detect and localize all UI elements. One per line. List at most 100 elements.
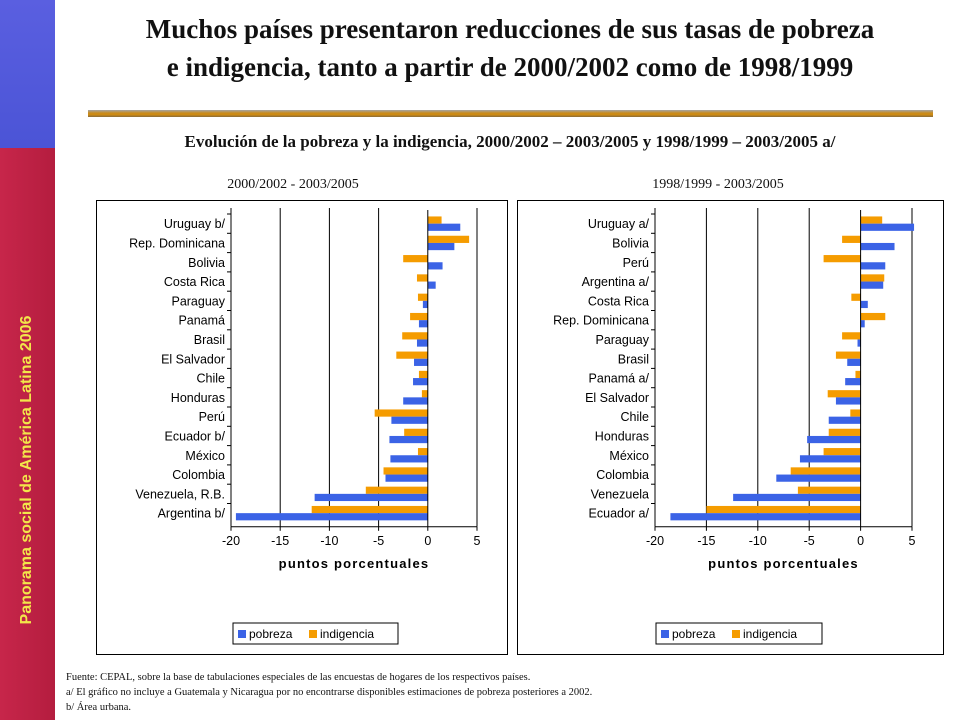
right-bar-indigencia <box>860 216 883 224</box>
right-bar-pobreza <box>835 397 861 405</box>
left-bar-pobreza <box>427 242 455 251</box>
right-category-label: Uruguay a/ <box>588 217 650 231</box>
right-bar-pobreza <box>860 281 884 289</box>
right-xtick-label: -5 <box>804 534 815 548</box>
left-category-label: Uruguay b/ <box>164 217 226 231</box>
right-bar-indigencia <box>850 409 861 417</box>
left-bar-pobreza <box>389 435 428 444</box>
right-category-label: Rep. Dominicana <box>553 314 649 328</box>
left-x-axis-title: puntos porcentuales <box>279 556 430 571</box>
left-bar-pobreza <box>418 320 428 328</box>
left-bar-indigencia <box>404 428 428 436</box>
right-legend-swatch-indigencia <box>732 630 740 638</box>
left-bar-indigencia <box>396 351 428 359</box>
left-bar-indigencia <box>402 332 428 340</box>
right-xtick-label: 5 <box>909 534 916 548</box>
right-bar-indigencia <box>790 467 861 475</box>
right-bar-indigencia <box>860 274 885 282</box>
right-bar-indigencia <box>855 370 861 379</box>
left-category-label: Panamá <box>178 314 225 328</box>
left-category-label: Honduras <box>171 391 225 405</box>
right-bar-pobreza <box>845 378 861 386</box>
left-category-label: Venezuela, R.B. <box>135 487 225 501</box>
right-category-label: Panamá a/ <box>589 372 650 386</box>
slide-title-line-2: e indigencia, tanto a partir de 2000/200… <box>166 52 854 82</box>
left-legend-swatch-indigencia <box>309 630 317 638</box>
right-category-label: Argentina a/ <box>582 275 650 289</box>
right-bar-pobreza <box>670 513 861 521</box>
left-category-label: Perú <box>199 410 225 424</box>
left-category-label: Costa Rica <box>164 275 225 289</box>
right-category-label: Colombia <box>596 468 649 482</box>
left-bar-indigencia <box>416 274 428 282</box>
left-category-label: México <box>185 449 225 463</box>
right-bar-pobreza <box>857 339 861 347</box>
slide-title: Muchos países presentaron reducciones de… <box>60 10 960 86</box>
left-bar-indigencia <box>311 505 428 514</box>
right-category-label: Brasil <box>618 352 649 366</box>
right-legend-label-pobreza: pobreza <box>672 627 716 641</box>
left-category-label: Brasil <box>194 333 225 347</box>
right-bar-pobreza <box>860 242 895 251</box>
title-underline <box>88 110 933 117</box>
left-xtick-label: -15 <box>271 534 289 548</box>
left-category-label: Colombia <box>172 468 225 482</box>
right-bar-pobreza <box>776 474 861 482</box>
left-xtick-label: -10 <box>320 534 338 548</box>
left-bar-pobreza <box>391 416 428 424</box>
chart-right: Uruguay a/Bolivia Perú Argentina a/Costa R… <box>517 200 944 655</box>
slide-title-line-1: Muchos países presentaron reducciones de… <box>145 14 875 44</box>
left-category-label: Argentina b/ <box>158 507 226 521</box>
left-bar-indigencia <box>365 486 428 494</box>
left-category-label: Paraguay <box>171 294 225 308</box>
right-bar-pobreza <box>807 435 861 444</box>
right-xtick-label: -20 <box>646 534 664 548</box>
left-bar-indigencia <box>410 312 428 321</box>
left-bar-indigencia <box>403 255 428 263</box>
right-x-axis-title: puntos porcentuales <box>708 556 859 571</box>
left-bar-pobreza <box>314 493 428 502</box>
left-category-label: Bolivia <box>188 256 225 270</box>
right-bar-indigencia <box>823 448 861 456</box>
right-bar-pobreza <box>860 262 886 270</box>
right-category-label: Venezuela <box>591 487 649 501</box>
footnote-source: Fuente: CEPAL, sobre la base de tabulaci… <box>66 672 531 683</box>
right-category-label: Honduras <box>595 429 649 443</box>
right-bar-indigencia <box>706 505 861 514</box>
left-bar-indigencia <box>418 370 428 379</box>
right-bar-pobreza <box>860 300 868 309</box>
side-banner-text: Panorama social de América Latina 2006 <box>18 315 35 625</box>
right-xtick-label: -10 <box>749 534 767 548</box>
right-bar-indigencia <box>797 486 861 494</box>
left-legend-swatch-pobreza <box>238 630 246 638</box>
panel-label-left: 2000/2002 - 2003/2005 <box>227 177 359 192</box>
panel-label-right: 1998/1999 - 2003/2005 <box>652 177 784 192</box>
right-legend-label-indigencia: indigencia <box>743 627 797 641</box>
footnotes: Fuente: CEPAL, sobre la base de tabulaci… <box>66 670 946 715</box>
right-category-label: Paraguay <box>595 333 649 347</box>
right-bar-indigencia <box>851 293 861 301</box>
right-bar-pobreza <box>733 493 861 502</box>
right-category-label: Bolivia <box>612 236 649 250</box>
right-bar-indigencia <box>860 312 886 321</box>
right-bar-indigencia <box>828 428 861 436</box>
right-bar-indigencia <box>842 332 861 340</box>
left-bar-pobreza <box>427 262 443 270</box>
right-bar-indigencia <box>823 255 861 263</box>
left-bar-indigencia <box>417 448 428 456</box>
right-category-label: Chile <box>621 410 650 424</box>
left-bar-pobreza <box>414 358 428 366</box>
left-bar-pobreza <box>385 474 428 482</box>
left-bar-pobreza <box>403 397 428 405</box>
right-xtick-label: -15 <box>697 534 715 548</box>
left-bar-pobreza <box>390 455 428 463</box>
chart-left: Uruguay b/Rep. Dominicana Bolivia Costa Ri… <box>96 200 508 655</box>
right-category-label: México <box>609 449 649 463</box>
right-bar-indigencia <box>835 351 861 359</box>
left-bar-pobreza <box>422 300 428 309</box>
right-category-label: Perú <box>623 256 649 270</box>
left-bar-pobreza <box>416 339 428 347</box>
left-legend-label-indigencia: indigencia <box>320 627 374 641</box>
right-category-label: Ecuador a/ <box>589 507 650 521</box>
left-bar-pobreza <box>235 513 428 521</box>
